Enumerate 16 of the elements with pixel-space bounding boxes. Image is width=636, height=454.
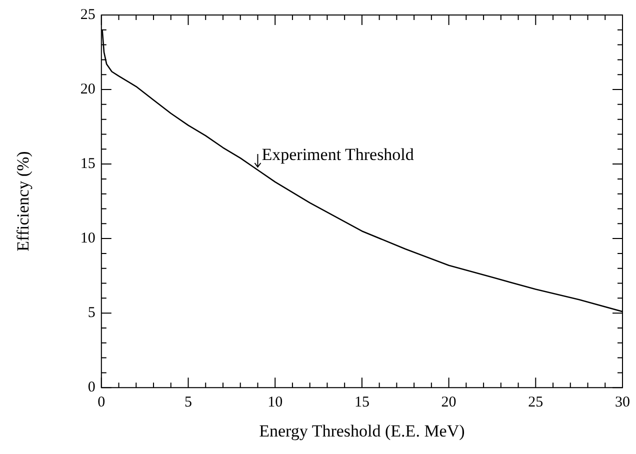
x-tick-label: 15: [354, 394, 370, 411]
y-tick-label: 20: [80, 81, 96, 98]
y-tick-label: 0: [88, 380, 96, 396]
x-tick-label: 30: [615, 394, 630, 411]
x-tick-label: 25: [528, 394, 544, 411]
x-axis-title: Energy Threshold (E.E. MeV): [259, 421, 465, 440]
annotation: Experiment Threshold: [262, 145, 414, 164]
y-axis-title: Efficiency (%): [14, 151, 33, 252]
y-tick-label: 10: [80, 230, 96, 246]
x-tick-label: 5: [184, 394, 192, 411]
x-tick-label: 20: [441, 394, 456, 411]
y-tick-label: 25: [80, 6, 96, 23]
x-tick-label: 10: [268, 394, 283, 411]
x-tick-label: 0: [98, 394, 106, 411]
y-tick-label: 15: [80, 156, 96, 172]
y-tick-label: 5: [88, 305, 96, 322]
